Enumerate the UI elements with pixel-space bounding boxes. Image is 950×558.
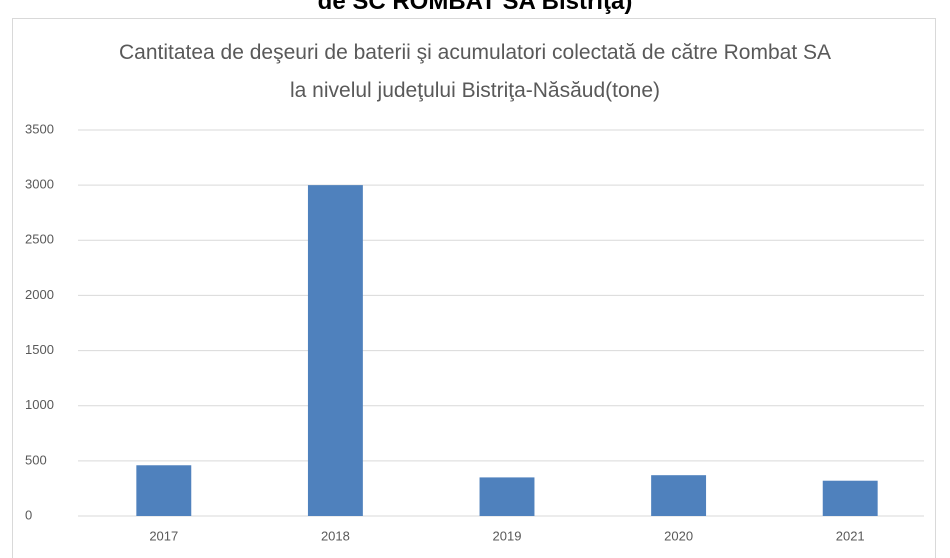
y-tick-label: 1000 — [25, 397, 54, 412]
y-tick-label: 2000 — [25, 287, 54, 302]
y-tick-label: 3500 — [25, 121, 54, 136]
y-tick-label: 1500 — [25, 342, 54, 357]
y-tick-label: 2500 — [25, 232, 54, 247]
y-tick-label: 0 — [25, 507, 32, 522]
bar — [307, 185, 363, 516]
chart-title: Cantitatea de deşeuri de baterii şi acum… — [118, 41, 832, 102]
x-tick-label: 2020 — [664, 528, 693, 543]
chart-border — [12, 18, 936, 558]
y-tick-label: 500 — [25, 452, 47, 467]
bar — [651, 475, 707, 516]
bar — [136, 465, 192, 516]
x-tick-label: 2021 — [836, 528, 865, 543]
bar — [822, 480, 878, 516]
header-text: de SC ROMBAT SA Bistriţa) — [317, 0, 633, 15]
bar — [479, 477, 535, 516]
x-tick-label: 2018 — [321, 528, 350, 543]
x-tick-label: 2017 — [149, 528, 178, 543]
y-tick-label: 3000 — [25, 177, 54, 192]
x-tick-label: 2019 — [493, 528, 522, 543]
